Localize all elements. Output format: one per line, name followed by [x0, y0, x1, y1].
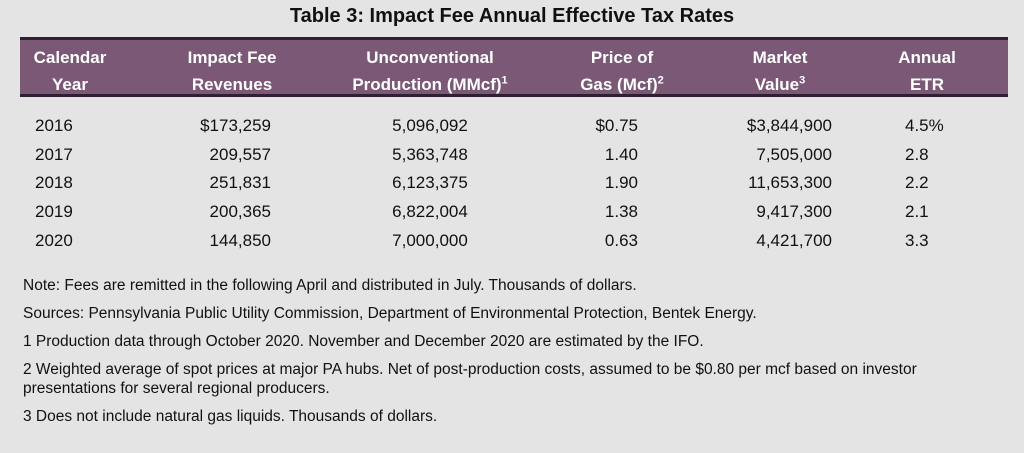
table-cell: 209,557	[209, 144, 271, 164]
table-cell: 6,822,004	[392, 202, 468, 222]
table-cell: 7,505,000	[756, 144, 832, 164]
table-cell: 6,123,375	[392, 173, 468, 193]
header-line: Market	[752, 48, 808, 67]
table-row: 2016 $173,259 5,096,092 $0.75 $3,844,900 4.5%	[0, 116, 1024, 144]
header-line: Gas (Mcf)	[580, 75, 658, 94]
header-line: Revenues	[191, 75, 273, 94]
column-header: Annual ETR	[898, 44, 956, 98]
header-line: Calendar	[33, 48, 107, 67]
table-row: 2019 200,365 6,822,004 1.38 9,417,300 2.1	[0, 202, 1024, 230]
table-cell: 11,653,300	[748, 173, 832, 193]
table-cell: 1.38	[604, 202, 638, 222]
header-line: Value	[754, 75, 800, 94]
note: 2 Weighted average of spot prices at maj…	[23, 361, 917, 397]
table-cell: 1.40	[604, 144, 638, 164]
table-cell: $3,844,900	[746, 116, 832, 135]
table-cell: 2017	[35, 144, 73, 164]
header-line: Production (MMcf)	[352, 75, 502, 94]
column-header: Unconventional Production (MMcf)1	[352, 44, 507, 98]
table-cell: 2.2	[905, 173, 929, 193]
table-cell: 9,417,300	[756, 202, 832, 222]
note: 1 Production data through October 2020. …	[23, 333, 704, 350]
header-line: Year	[52, 75, 88, 94]
table-cell: 4.5%	[905, 116, 944, 135]
table-cell: 200,365	[209, 202, 271, 222]
header-line: Price of	[590, 48, 654, 67]
column-header: Impact Fee Revenues	[188, 44, 277, 98]
table-cell: 4,421,700	[756, 230, 832, 250]
header-line: Annual	[898, 48, 956, 67]
footnote-marker: 2	[657, 74, 664, 87]
table-row: 2020 144,850 7,000,000 0.63 4,421,700 3.3	[0, 231, 1024, 259]
table-cell: 0.63	[604, 230, 638, 250]
header-line: Unconventional	[366, 48, 494, 67]
header-line: ETR	[909, 75, 944, 94]
column-header: Market Value3	[753, 44, 808, 98]
table-header: Calendar Year Impact Fee Revenues Unconventi…	[20, 37, 1008, 97]
table-row: 2017 209,557 5,363,748 1.40 7,505,000 2.8	[0, 145, 1024, 173]
table-cell: 1.90	[604, 173, 638, 193]
note: Note: Fees are remitted in the following…	[23, 277, 637, 294]
table-cell: 2.8	[905, 144, 929, 164]
table-cell: 5,096,092	[392, 116, 468, 135]
table-notes: Note: Fees are remitted in the following…	[23, 276, 1013, 435]
footnote-marker: 3	[799, 74, 806, 87]
footnote-marker: 1	[501, 74, 508, 87]
column-header: Calendar Year	[34, 44, 107, 98]
table-cell: 2018	[35, 173, 73, 193]
table-cell: 5,363,748	[392, 144, 468, 164]
table-row: 2018 251,831 6,123,375 1.90 11,653,300 2.2	[0, 173, 1024, 201]
table-title: Table 3: Impact Fee Annual Effective Tax…	[289, 5, 735, 27]
table-cell: $0.75	[595, 116, 638, 135]
column-header: Price of Gas (Mcf)2	[580, 44, 664, 98]
table-cell: 251,831	[209, 173, 271, 193]
table-cell: 2.1	[905, 202, 929, 222]
note: 3 Does not include natural gas liquids. …	[23, 408, 438, 425]
table-cell: $173,259	[200, 116, 271, 135]
table-cell: 2019	[35, 202, 73, 222]
header-line: Impact Fee	[187, 48, 277, 67]
note: Sources: Pennsylvania Public Utility Com…	[23, 305, 757, 322]
table-cell: 2020	[35, 230, 73, 250]
table-cell: 2016	[35, 116, 73, 135]
table-cell: 7,000,000	[392, 230, 468, 250]
table-cell: 144,850	[209, 230, 271, 250]
table-cell: 3.3	[905, 230, 929, 250]
